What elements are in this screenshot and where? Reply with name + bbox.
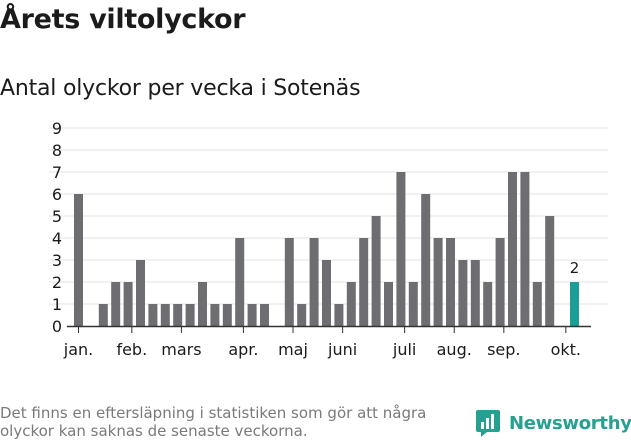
- bar: [520, 172, 530, 326]
- bar: [322, 260, 331, 326]
- y-tick-label: 8: [52, 141, 62, 160]
- bar: [433, 238, 443, 326]
- bar: [123, 282, 133, 326]
- y-tick-label: 5: [52, 207, 62, 226]
- bar: [247, 304, 257, 326]
- x-tick-label: maj: [278, 340, 308, 359]
- bar: [160, 304, 170, 326]
- bar: [408, 282, 418, 326]
- bar-chart: 0 1 2 3 4 5 6 7 8 9 2 jan. feb. mars apr. maj juni juli au…: [49, 119, 608, 359]
- y-tick-label: 7: [52, 163, 62, 182]
- x-tick-label: feb.: [116, 340, 147, 359]
- x-tick-label: aug.: [437, 340, 472, 359]
- bar: [284, 238, 294, 326]
- bar: [371, 216, 381, 326]
- y-tick-label: 6: [52, 185, 62, 204]
- bar: [260, 304, 269, 326]
- bar: [74, 194, 83, 326]
- chart-title: Årets viltolyckor: [0, 4, 246, 35]
- x-tick-label: okt.: [551, 340, 581, 359]
- bar: [346, 282, 356, 326]
- bar: [446, 238, 455, 326]
- bar: [98, 304, 108, 326]
- chart-area: 0 1 2 3 4 5 6 7 8 9 2 jan. feb. mars apr. maj juni juli au…: [0, 112, 631, 368]
- bar: [297, 304, 307, 326]
- footnote: Det finns en eftersläpning i statistiken…: [0, 404, 427, 440]
- brand-name: Newsworthy: [509, 412, 631, 434]
- data-label: 2: [570, 259, 580, 277]
- bar: [111, 282, 121, 326]
- bar: [185, 304, 195, 326]
- y-tick-label: 3: [52, 251, 62, 270]
- x-tick-label: sep.: [487, 340, 520, 359]
- bar: [136, 260, 145, 326]
- bar: [470, 260, 480, 326]
- bar: [545, 216, 555, 326]
- newsworthy-logo-icon: [476, 410, 500, 437]
- x-tick-label: jan.: [63, 340, 93, 359]
- bar: [210, 304, 220, 326]
- y-tick-label: 2: [52, 273, 62, 292]
- bar: [309, 238, 319, 326]
- bar: [235, 238, 245, 326]
- x-tick-label: juni: [327, 340, 357, 359]
- y-tick-label: 0: [52, 317, 62, 336]
- bar: [148, 304, 158, 326]
- bar: [483, 282, 493, 326]
- bar-highlight: [570, 282, 579, 326]
- bar: [334, 304, 344, 326]
- bar: [495, 238, 505, 326]
- bar: [359, 238, 369, 326]
- bar: [173, 304, 183, 326]
- y-tick-label: 4: [52, 229, 62, 248]
- bar: [222, 304, 232, 326]
- x-tick-label: apr.: [228, 340, 258, 359]
- bar: [508, 172, 517, 326]
- bar: [421, 194, 431, 326]
- y-tick-label: 9: [52, 119, 62, 138]
- bar: [198, 282, 207, 326]
- chart-subtitle: Antal olyckor per vecka i Sotenäs: [0, 76, 361, 101]
- bar: [458, 260, 468, 326]
- y-tick-label: 1: [52, 295, 62, 314]
- brand-logo[interactable]: Newsworthy: [475, 407, 631, 439]
- x-tick-label: mars: [161, 340, 201, 359]
- bar: [384, 282, 393, 326]
- bar: [396, 172, 406, 326]
- bar: [532, 282, 542, 326]
- x-tick-label: juli: [392, 340, 416, 359]
